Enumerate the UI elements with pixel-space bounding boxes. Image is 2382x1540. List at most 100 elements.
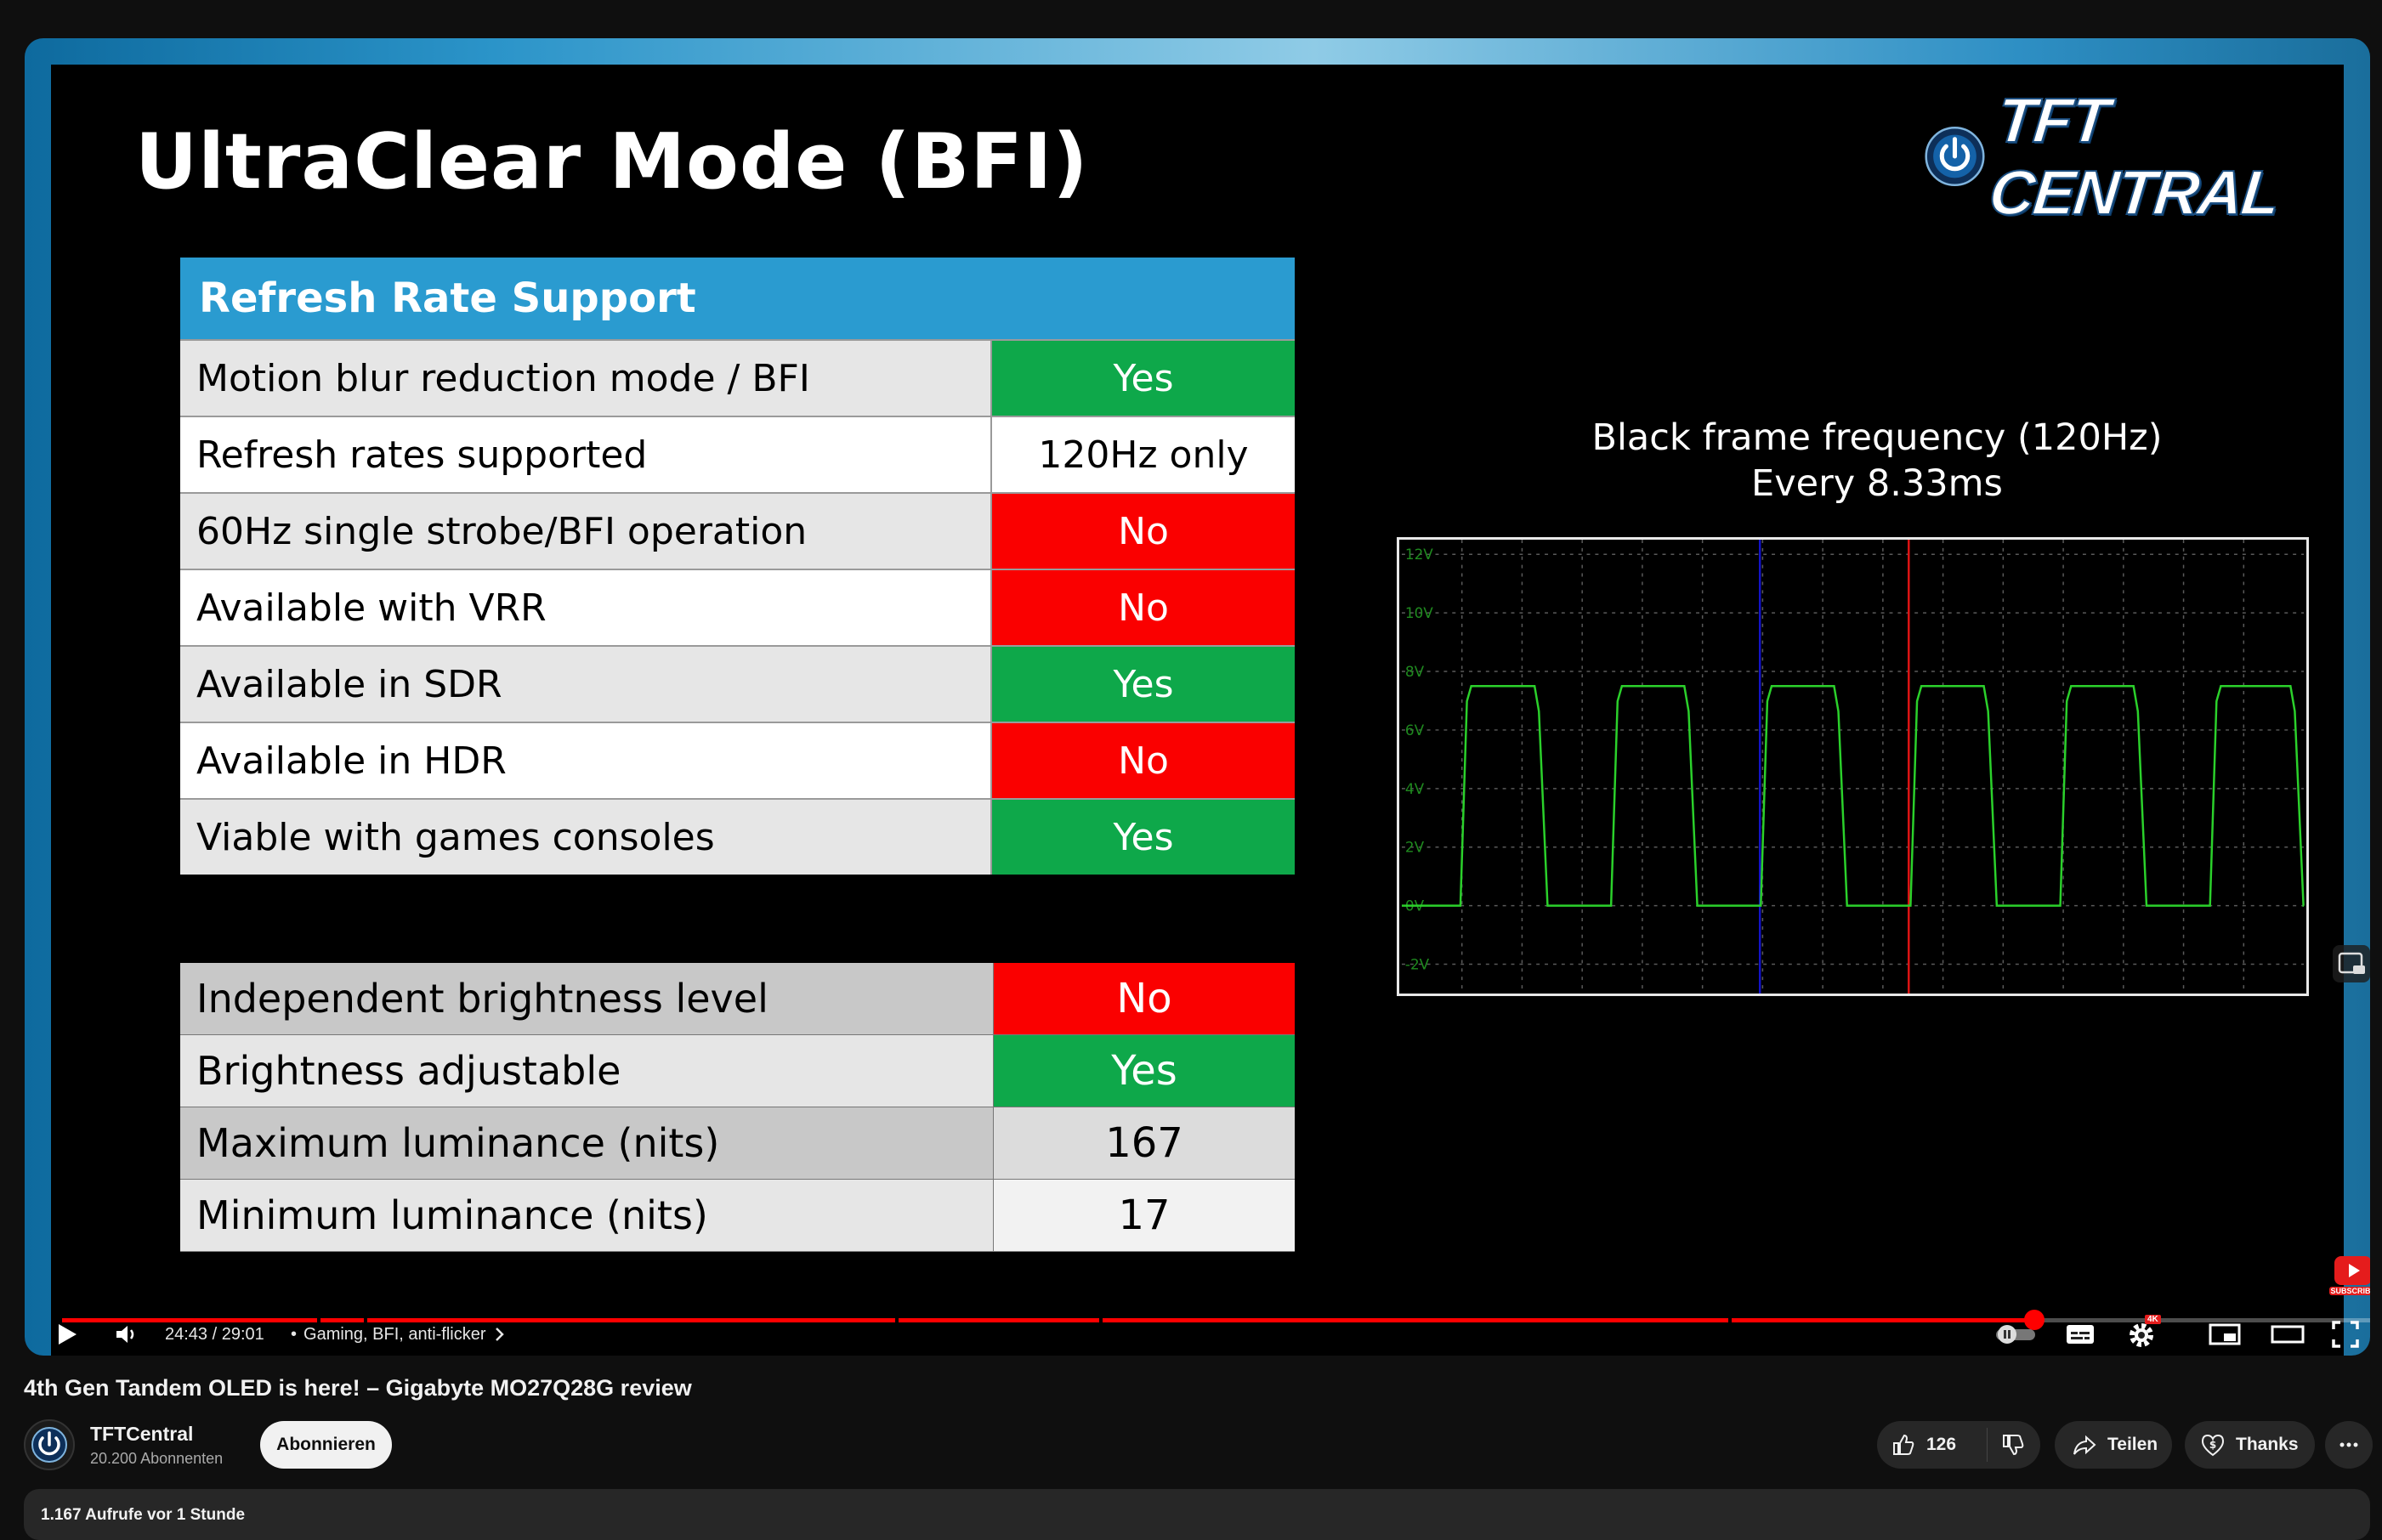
row-value: Yes [993, 1035, 1295, 1107]
scope-caption-line1: Black frame frequency (120Hz) [1591, 416, 2163, 459]
table-row: Brightness adjustable Yes [180, 1035, 1295, 1107]
row-value: No [990, 570, 1295, 645]
thanks-icon: $ [2201, 1434, 2225, 1457]
volume-button[interactable] [113, 1313, 147, 1356]
row-label: Available in HDR [180, 723, 990, 798]
row-label: Minimum luminance (nits) [180, 1180, 993, 1251]
row-value: No [990, 494, 1295, 569]
volume-icon [116, 1326, 134, 1343]
row-label: Independent brightness level [180, 963, 993, 1034]
more-actions-button[interactable] [2325, 1421, 2373, 1469]
time-text: 24:43 / 29:01 [165, 1324, 264, 1344]
description-box[interactable] [24, 1489, 2370, 1540]
channel-name[interactable]: TFTCentral [90, 1423, 194, 1445]
play-button[interactable] [54, 1313, 88, 1356]
row-label: Viable with games consoles [180, 800, 990, 875]
row-label: Motion blur reduction mode / BFI [180, 341, 990, 416]
chevron-right-icon [495, 1328, 504, 1341]
hd-badge: 4K [2145, 1315, 2161, 1324]
share-button[interactable]: Teilen [2055, 1421, 2172, 1469]
settings-button[interactable]: 4K [2124, 1313, 2161, 1356]
progress-played [62, 1318, 2035, 1322]
miniplayer-button[interactable] [2208, 1313, 2242, 1356]
table-row: Maximum luminance (nits) 167 [180, 1107, 1295, 1180]
chapter-title: Gaming, BFI, anti-flicker [303, 1324, 486, 1344]
views-and-date: 1.167 Aufrufe vor 1 Stunde [41, 1506, 246, 1524]
slide-title: UltraClear Mode (BFI) [135, 117, 1089, 207]
y-tick-label: 12V [1405, 546, 1433, 563]
tftcentral-logo: TFT CENTRAL [1925, 84, 2344, 229]
row-value: Yes [990, 341, 1295, 416]
scrubber-handle[interactable] [2024, 1310, 2045, 1330]
row-value: No [990, 723, 1295, 798]
y-tick-label: 2V [1405, 839, 1425, 856]
thanks-button[interactable]: $ Thanks [2185, 1421, 2315, 1469]
gear-icon [2130, 1323, 2153, 1347]
miniplayer-icon [2209, 1323, 2241, 1345]
more-icon [2339, 1442, 2358, 1447]
captions-icon [2067, 1325, 2094, 1344]
table-row: Refresh rates supported 120Hz only [180, 416, 1295, 492]
dislike-button[interactable] [1988, 1432, 2039, 1458]
brightness-table: Independent brightness level No Brightness… [180, 963, 1295, 1252]
channel-avatar[interactable] [24, 1419, 75, 1470]
chapter-marker [317, 1318, 320, 1322]
row-label: Brightness adjustable [180, 1035, 993, 1107]
time-display: 24:43 / 29:01 [165, 1313, 264, 1356]
autoplay-icon [1996, 1325, 2035, 1344]
row-label: Maximum luminance (nits) [180, 1107, 993, 1179]
thumbs-down-icon [2003, 1435, 2024, 1456]
row-label: Refresh rates supported [180, 417, 990, 492]
logo-text: TFT CENTRAL [1985, 84, 2283, 229]
row-value: 167 [993, 1107, 1295, 1179]
power-icon [31, 1427, 67, 1463]
separator-dot: • [291, 1324, 298, 1344]
power-icon [1925, 126, 1985, 187]
subtitles-button[interactable] [2063, 1313, 2097, 1356]
table-row: 60Hz single strobe/BFI operation No [180, 492, 1295, 569]
chapter-marker [1099, 1318, 1103, 1322]
table-row: Viable with games consoles Yes [180, 798, 1295, 875]
row-value: Yes [990, 800, 1295, 875]
table-row: Minimum luminance (nits) 17 [180, 1180, 1295, 1252]
chapter-marker [895, 1318, 899, 1322]
video-frame[interactable]: UltraClear Mode (BFI) TFT CENTRAL Refres… [51, 65, 2370, 1356]
table-row: Available with VRR No [180, 569, 1295, 645]
table-row: Available in SDR Yes [180, 645, 1295, 722]
progress-bar[interactable] [62, 1310, 2370, 1330]
like-button[interactable]: 126 [1877, 1428, 1988, 1462]
y-tick-label: 6V [1405, 722, 1425, 739]
svg-text:$: $ [2209, 1439, 2216, 1451]
autoplay-toggle[interactable] [1993, 1313, 2039, 1356]
scope-caption-line2: Every 8.33ms [1751, 462, 2003, 505]
y-tick-label: 10V [1405, 604, 1433, 621]
theater-mode-button[interactable] [2270, 1313, 2305, 1356]
video-player[interactable]: UltraClear Mode (BFI) TFT CENTRAL Refres… [25, 38, 2370, 1356]
subscribe-button[interactable]: Abonnieren [260, 1421, 392, 1469]
youtube-icon [2334, 1256, 2370, 1285]
chapter-marker [1728, 1318, 1732, 1322]
waveform-series [1401, 685, 2305, 907]
refresh-rate-table: Refresh Rate Support Motion blur reductio… [180, 258, 1295, 875]
row-value: 120Hz only [990, 417, 1295, 492]
video-title: 4th Gen Tandem OLED is here! – Gigabyte … [24, 1375, 692, 1401]
share-label: Teilen [2107, 1435, 2158, 1454]
row-label: Available with VRR [180, 570, 990, 645]
table-row: Motion blur reduction mode / BFI Yes [180, 339, 1295, 416]
player-controls: 24:43 / 29:01 • Gaming, BFI, anti-flicke… [25, 1313, 2370, 1356]
row-label: Available in SDR [180, 647, 990, 722]
table-row: Independent brightness level No [180, 963, 1295, 1035]
chapter-button[interactable]: • Gaming, BFI, anti-flicker [291, 1313, 507, 1356]
fullscreen-button[interactable] [2331, 1313, 2360, 1356]
thanks-label: Thanks [2236, 1435, 2299, 1454]
y-tick-label: 4V [1405, 780, 1425, 797]
row-label: 60Hz single strobe/BFI operation [180, 494, 990, 569]
table-header: Refresh Rate Support [180, 258, 1295, 339]
row-value: Yes [990, 647, 1295, 722]
subscriber-count: 20.200 Abonnenten [90, 1450, 224, 1467]
y-tick-label: -2V [1405, 955, 1430, 972]
subscribe-watermark[interactable]: SUBSCRIBE [2329, 1254, 2370, 1302]
miniplayer-icon[interactable] [2329, 942, 2370, 986]
like-dislike-group: 126 [1877, 1421, 2040, 1469]
